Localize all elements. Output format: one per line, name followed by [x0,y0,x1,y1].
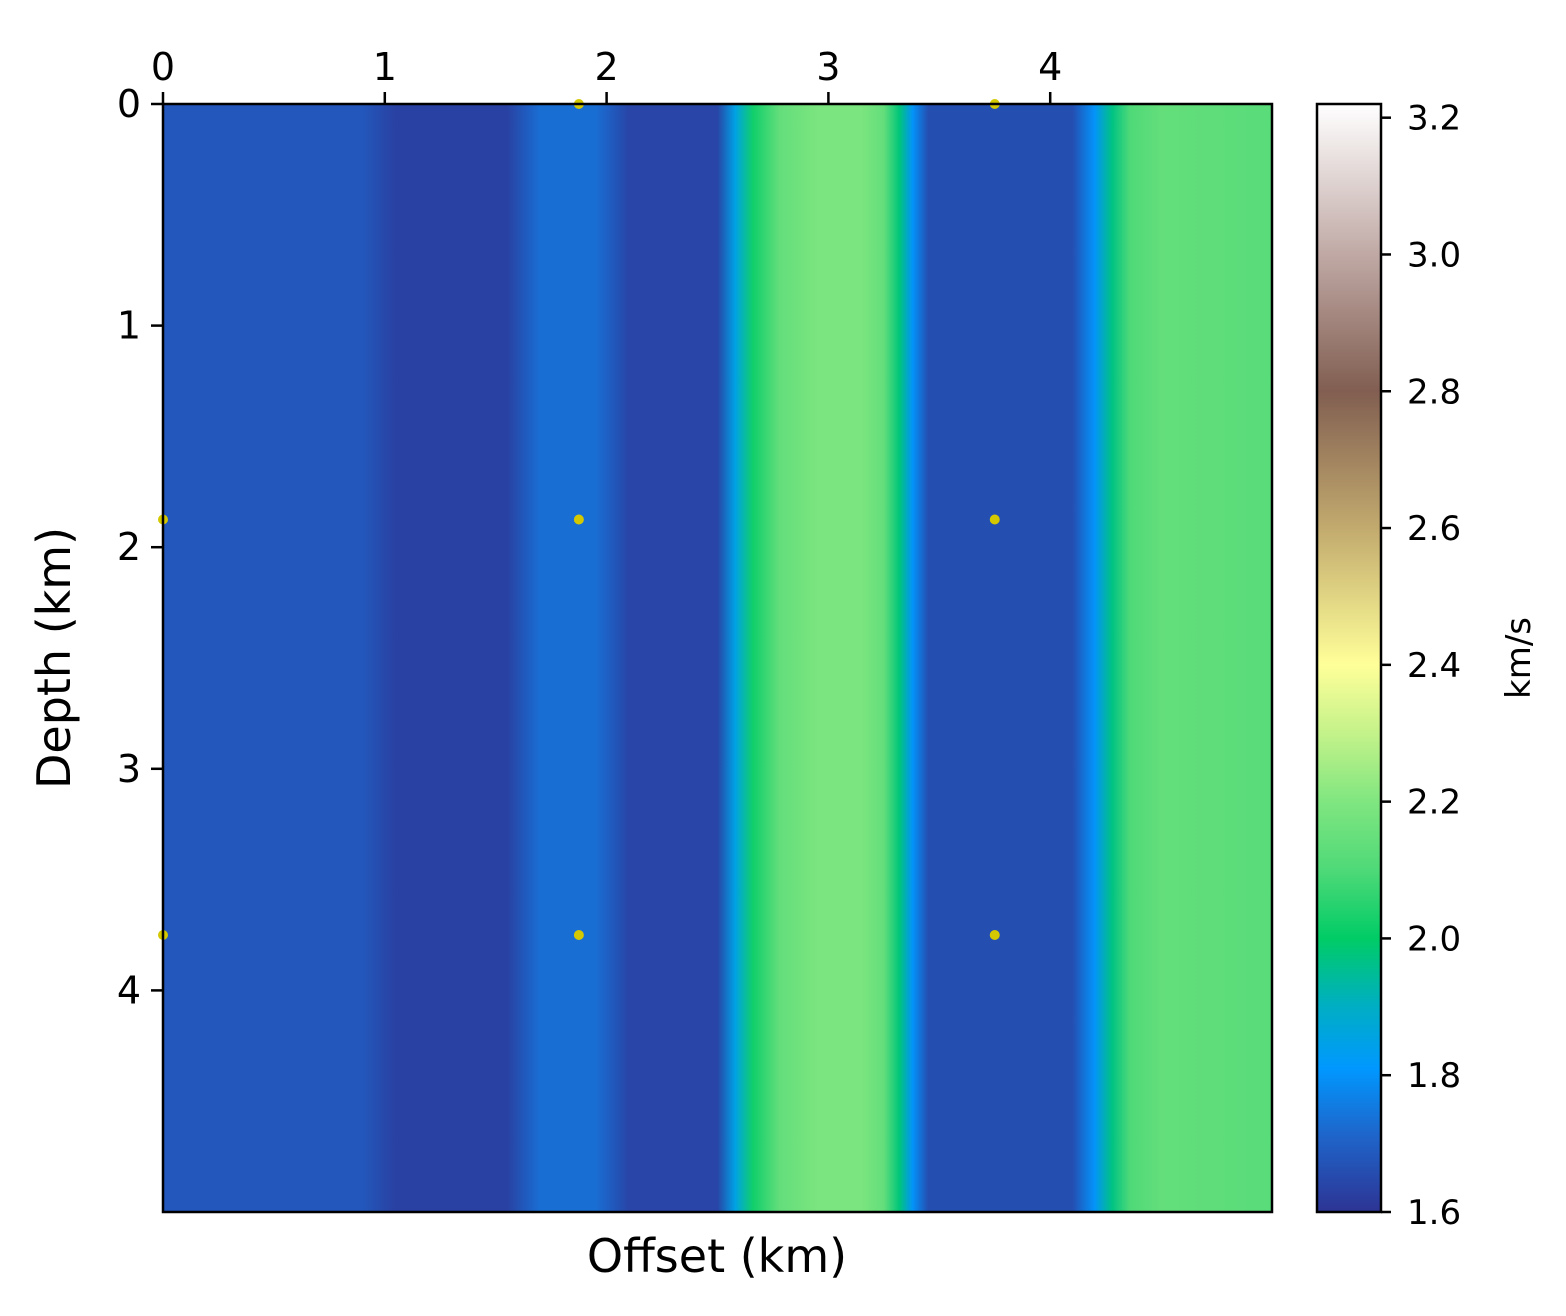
plot-frame [161,102,1274,1214]
plot-area [158,99,1274,1214]
source-marker [573,930,584,940]
source-marker [989,514,1000,525]
colorbar-title: km/s [1499,617,1539,699]
y-tick-label: 3 [117,747,141,791]
colorbar-tick-label: 3.0 [1407,235,1461,275]
colorbar-tick-label: 3.2 [1407,99,1461,139]
x-axis-title: Offset (km) [587,1229,847,1283]
y-tick-label: 4 [117,968,141,1012]
y-axis-title: Depth (km) [27,527,81,789]
source-marker [989,930,1000,940]
x-axis-top: 0 1 2 3 4 [151,45,1062,104]
colorbar-tick-label: 1.8 [1407,1056,1461,1096]
colorbar-tick-label: 2.8 [1407,372,1461,412]
y-tick-label: 1 [117,304,141,348]
source-markers [158,99,1000,940]
colorbar-scale [1315,102,1383,1214]
y-tick-label: 0 [117,82,141,126]
x-tick-label: 1 [373,45,397,89]
x-tick-label: 0 [151,45,175,89]
x-tick-label: 4 [1038,45,1062,89]
colorbar-tick-label: 2.6 [1407,509,1461,549]
colorbar-tick-label: 2.4 [1407,646,1461,686]
colorbar-tick-label: 2.0 [1407,919,1461,959]
source-marker [573,514,584,525]
x-tick-label: 2 [595,45,619,89]
colorbar-tick-label: 2.2 [1407,783,1461,823]
velocity-field-image [163,104,1272,1212]
colorbar-ticks: 1.6 1.8 2.0 2.2 2.4 2.6 2.8 3.0 3.2 [1381,99,1461,1233]
colorbar: 1.6 1.8 2.0 2.2 2.4 2.6 2.8 3.0 3.2 km/s [1315,99,1539,1233]
y-axis: 0 1 2 3 4 [117,82,163,1012]
y-tick-label: 2 [117,525,141,569]
x-tick-label: 3 [816,45,840,89]
colorbar-tick-label: 1.6 [1407,1193,1461,1233]
